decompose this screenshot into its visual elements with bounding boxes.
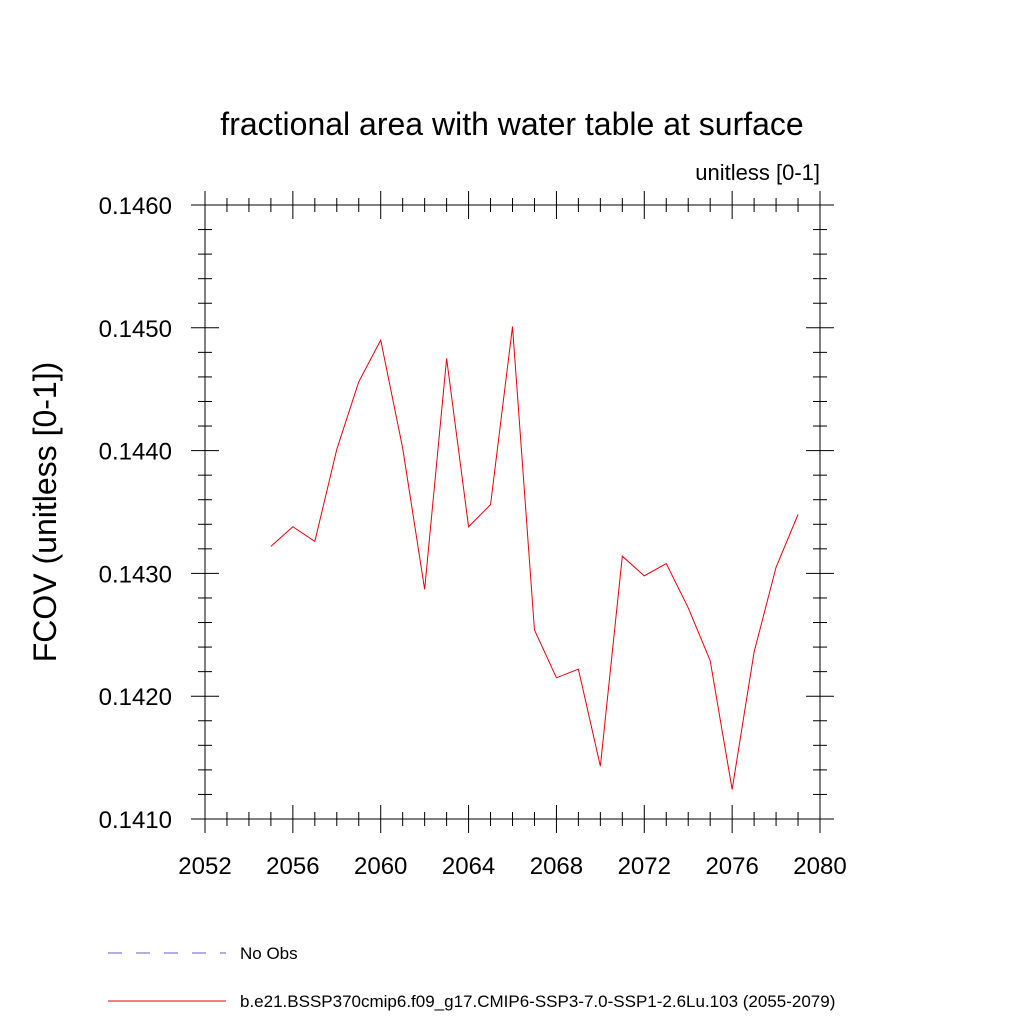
x-tick-label: 2060 [354,853,407,880]
series-line [270,326,799,790]
y-tick-label: 0.1440 [99,439,172,466]
x-tick-labels: 2052 2056 2060 2064 2068 2072 2076 2080 [178,853,846,880]
legend-label: b.e21.BSSP370cmip6.f09_g17.CMIP6-SSP3-7.… [240,992,835,1011]
legend-label: No Obs [240,944,298,963]
x-tick-label: 2052 [178,853,231,880]
y-tick-label: 0.1460 [99,193,172,220]
series-lines [270,326,799,790]
x-tick-label: 2064 [442,853,495,880]
axis-ticks [191,191,834,833]
y-tick-label: 0.1450 [99,316,172,343]
y-tick-label: 0.1430 [99,561,172,588]
x-tick-label: 2076 [705,853,758,880]
x-tick-label: 2068 [530,853,583,880]
plot-frame [204,204,821,820]
x-tick-label: 2056 [266,853,319,880]
x-tick-label: 2080 [793,853,846,880]
y-tick-label: 0.1420 [99,684,172,711]
y-tick-labels: 0.1410 0.1420 0.1430 0.1440 0.1450 0.1460 [99,193,172,834]
chart-title: fractional area with water table at surf… [220,106,803,142]
chart-subtitle: unitless [0-1] [695,160,820,185]
y-tick-label: 0.1410 [99,807,172,834]
y-axis-label: FCOV (unitless [0-1]) [27,362,63,663]
legend: No Obs b.e21.BSSP370cmip6.f09_g17.CMIP6-S… [108,944,835,1011]
x-tick-label: 2072 [618,853,671,880]
